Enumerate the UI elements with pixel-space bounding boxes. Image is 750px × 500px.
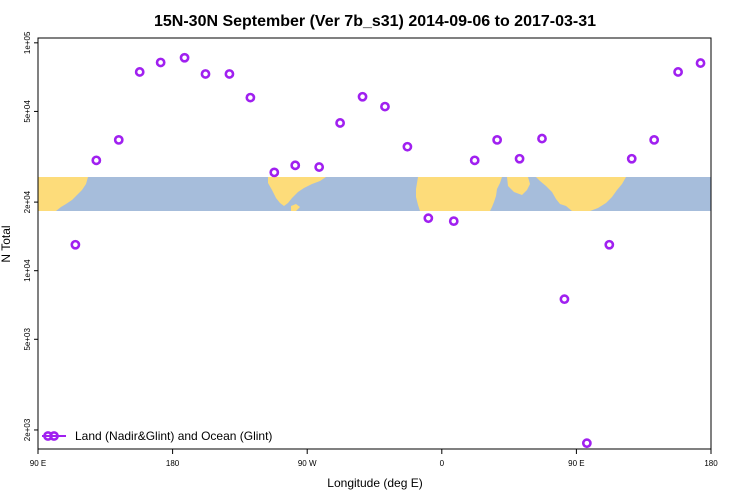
data-point (224, 69, 235, 79)
legend: Land (Nadir&Glint) and Ocean (Glint) (42, 429, 272, 443)
data-point (537, 133, 547, 144)
plot-frame (37, 37, 712, 450)
data-point (673, 67, 683, 77)
data-point (269, 167, 280, 178)
x-tick-label: 90 W (298, 459, 317, 468)
x-axis-title: Longitude (deg E) (327, 476, 422, 490)
data-point (70, 239, 81, 250)
legend-label: Land (Nadir&Glint) and Ocean (Glint) (75, 429, 272, 443)
y-axis-title: N Total (0, 225, 13, 262)
data-point (314, 162, 325, 172)
data-point (604, 239, 615, 250)
y-tick-label: 1e+04 (23, 259, 32, 282)
chart-title: 15N-30N September (Ver 7b_s31) 2014-09-0… (154, 13, 596, 30)
data-point (155, 57, 166, 68)
y-axis: 2e+03 5e+03 1e+04 2e+04 5e+04 1e+05 (23, 31, 38, 441)
data-point (695, 58, 706, 68)
data-point (335, 118, 346, 128)
data-point (581, 438, 592, 449)
x-axis: 90 E 180 90 W 0 90 E 180 (30, 449, 718, 468)
x-tick-label: 90 E (568, 459, 584, 468)
y-tick-label: 1e+05 (23, 31, 32, 54)
y-tick-label: 2e+04 (23, 190, 32, 213)
data-point (134, 67, 145, 77)
data-point (200, 69, 211, 79)
data-point (245, 92, 256, 103)
data-points (70, 52, 706, 449)
data-point (423, 213, 434, 224)
data-point (290, 160, 301, 171)
data-point (514, 153, 525, 164)
x-tick-label: 90 E (30, 459, 46, 468)
y-tick-label: 5e+04 (23, 100, 32, 123)
data-point (649, 134, 660, 145)
data-point (113, 134, 124, 145)
data-point (626, 153, 637, 164)
data-point (469, 155, 480, 166)
x-tick-label: 180 (704, 459, 718, 468)
y-tick-label: 5e+03 (23, 328, 32, 351)
legend-marker (49, 431, 59, 441)
data-point (492, 134, 503, 145)
data-point (448, 216, 459, 227)
data-point (559, 294, 570, 305)
map-strip (38, 177, 711, 211)
data-point (402, 141, 413, 152)
data-point (91, 155, 102, 166)
y-tick-label: 2e+03 (23, 418, 32, 441)
data-point (380, 101, 390, 112)
data-point (179, 52, 190, 63)
data-point (357, 91, 368, 102)
x-tick-label: 0 (440, 459, 445, 468)
x-tick-label: 180 (166, 459, 180, 468)
